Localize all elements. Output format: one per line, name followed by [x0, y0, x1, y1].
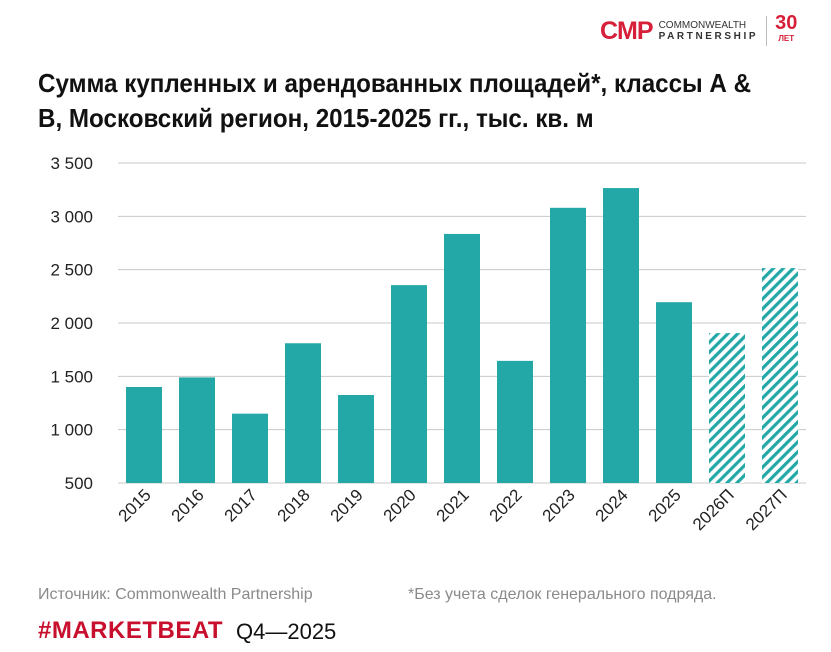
- logo-mark: CMP: [600, 16, 654, 45]
- x-tick-label: 2015: [115, 485, 155, 525]
- y-tick-label: 1 500: [50, 367, 93, 386]
- bar-2019: [338, 395, 374, 483]
- bar-2015: [126, 387, 162, 483]
- bar-2025: [656, 302, 692, 483]
- bar-2020: [391, 285, 427, 483]
- bar-2027П: [762, 268, 798, 483]
- x-tick-label: 2024: [592, 485, 632, 525]
- bar-chart: 500 1 000 1 500 2 000 2 500 3 000 3 500 2015 201…: [50, 154, 806, 534]
- x-tick-label: 2018: [274, 485, 314, 525]
- logo: CMP COMMONWEALTH PARTNERSHIP 30 ЛЕТ: [600, 13, 797, 46]
- bar-2023: [550, 207, 586, 484]
- bar-2016: [179, 377, 215, 483]
- logo-line1: COMMONWEALTH: [658, 20, 747, 31]
- period-label: Q4—2025: [236, 619, 337, 644]
- y-tick-label: 1 000: [50, 421, 93, 440]
- y-tick-label: 2 500: [50, 261, 93, 280]
- x-tick-label: 2019: [327, 485, 367, 525]
- bar-2021: [444, 233, 480, 483]
- footnote: *Без учета сделок генерального подряда.: [408, 586, 717, 603]
- x-tick-label: 2026П: [689, 485, 738, 534]
- x-tick-label: 2017: [221, 485, 261, 525]
- bar-2018: [285, 343, 321, 483]
- y-tick-label: 2 000: [50, 314, 93, 333]
- logo-line2: PARTNERSHIP: [658, 31, 759, 42]
- x-tick-label: 2025: [645, 485, 685, 525]
- x-tick-label: 2021: [433, 485, 473, 525]
- x-tick-label: 2023: [539, 485, 579, 525]
- logo-years-label: ЛЕТ: [778, 34, 795, 43]
- bar-2017: [232, 413, 268, 483]
- source-text: Источник: Commonwealth Partnership: [38, 586, 313, 603]
- marketbeat-brand: #MARKETBEAT: [38, 617, 224, 644]
- y-tick-label: 3 500: [50, 154, 93, 173]
- logo-years: 30: [775, 12, 798, 34]
- x-tick-label: 2020: [380, 485, 420, 525]
- x-tick-label: 2016: [168, 485, 208, 525]
- x-tick-label: 2027П: [742, 485, 791, 534]
- chart-title: Сумма купленных и арендованных площадей*…: [38, 68, 752, 133]
- y-tick-label: 3 000: [50, 207, 93, 226]
- y-tick-label: 500: [65, 474, 93, 493]
- bar-2022: [497, 360, 533, 483]
- x-tick-label: 2022: [486, 485, 526, 525]
- bar-2024: [603, 188, 639, 484]
- bar-2026П: [709, 333, 745, 483]
